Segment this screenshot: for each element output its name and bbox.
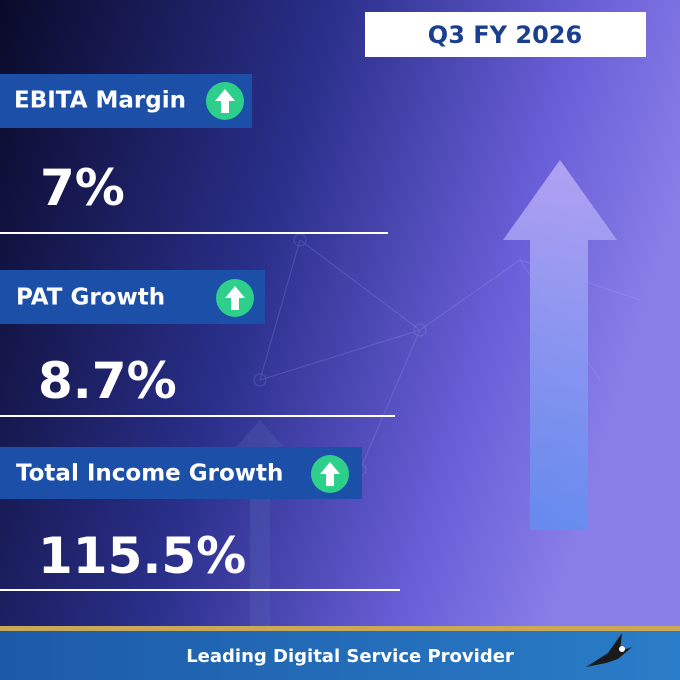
metric-label: PAT Growth — [16, 285, 165, 311]
growth-arrow — [503, 160, 617, 530]
up-icon — [311, 455, 349, 493]
bg-arrow — [225, 420, 295, 628]
metric-label-box — [0, 447, 362, 499]
metric-label: Total Income Growth — [16, 461, 283, 487]
eagle-logo — [586, 633, 632, 667]
metric-value: 8.7% — [38, 352, 177, 410]
period: Q3 FY 2026 — [428, 21, 582, 49]
metric-value: 115.5% — [38, 527, 246, 585]
period-box — [365, 12, 646, 57]
up-icon — [216, 279, 254, 317]
up-icon — [206, 82, 244, 120]
metric-value: 7% — [40, 159, 125, 217]
metric-label: EBITA Margin — [14, 88, 186, 114]
footer-text: Leading Digital Service Provider — [186, 646, 514, 667]
footer-bar — [0, 631, 680, 680]
